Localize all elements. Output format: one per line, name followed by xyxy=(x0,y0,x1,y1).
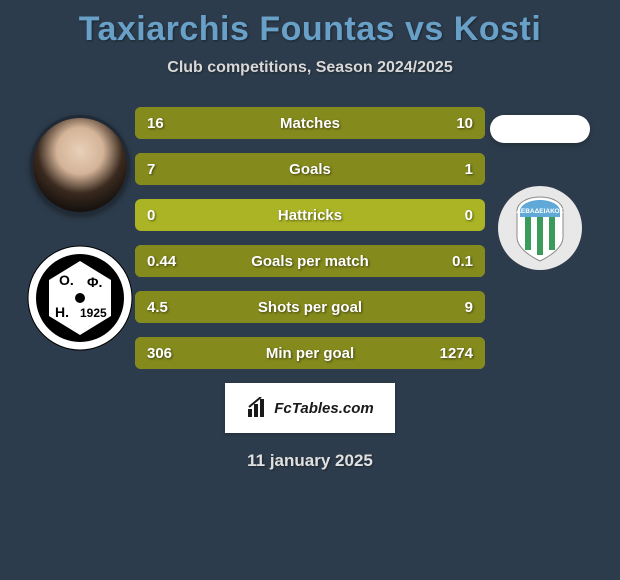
brand-logo-box[interactable]: FcTables.com xyxy=(225,383,395,433)
stat-value-right: 0 xyxy=(465,207,473,224)
left-player-avatar xyxy=(30,115,130,215)
stat-label: Hattricks xyxy=(278,207,342,224)
stat-label: Matches xyxy=(280,115,340,132)
stat-value-left: 16 xyxy=(147,115,164,132)
stat-value-left: 4.5 xyxy=(147,299,168,316)
stat-value-right: 1274 xyxy=(440,345,473,362)
stat-bar: 4.5 Shots per goal 9 xyxy=(135,291,485,323)
comparison-card: Taxiarchis Fountas vs Kosti Club competi… xyxy=(0,0,620,471)
svg-text:Η.: Η. xyxy=(55,304,69,320)
stat-label: Goals per match xyxy=(251,253,369,270)
svg-text:Φ.: Φ. xyxy=(87,274,102,290)
left-club-badge: Ο. Φ. Η. 1925 xyxy=(27,245,133,356)
right-club-badge: ΛΕΒΑΔΕΙΑΚΟΣ xyxy=(497,185,583,276)
stat-value-left: 0 xyxy=(147,207,155,224)
stat-value-left: 306 xyxy=(147,345,172,362)
stat-bars: 16Matches107Goals10Hattricks00.44Goals p… xyxy=(135,107,485,369)
right-player-avatar-blank xyxy=(490,115,590,143)
chart-icon xyxy=(246,397,268,419)
right-player-column: ΛΕΒΑΔΕΙΑΚΟΣ xyxy=(485,107,595,276)
stat-bar: 16 Matches 10 xyxy=(135,107,485,139)
footer-date: 11 january 2025 xyxy=(0,451,620,471)
stat-label: Min per goal xyxy=(266,345,354,362)
brand-text: FcTables.com xyxy=(274,400,373,417)
stat-bar: 0.44 Goals per match 0.1 xyxy=(135,245,485,277)
stat-value-left: 0.44 xyxy=(147,253,176,270)
left-player-column: Ο. Φ. Η. 1925 xyxy=(25,107,135,356)
stat-label: Goals xyxy=(289,161,331,178)
left-club-year: 1925 xyxy=(80,306,107,320)
stat-bar: 306 Min per goal 1274 xyxy=(135,337,485,369)
svg-text:Ο.: Ο. xyxy=(59,272,74,288)
stat-value-left: 7 xyxy=(147,161,155,178)
right-club-label: ΛΕΒΑΔΕΙΑΚΟΣ xyxy=(517,208,564,215)
stat-value-right: 9 xyxy=(465,299,473,316)
stat-label: Shots per goal xyxy=(258,299,362,316)
stat-value-right: 0.1 xyxy=(452,253,473,270)
page-subtitle: Club competitions, Season 2024/2025 xyxy=(0,59,620,77)
main-row: Ο. Φ. Η. 1925 16Matches107Goals10Hattric… xyxy=(0,107,620,369)
stat-value-right: 1 xyxy=(465,161,473,178)
page-title: Taxiarchis Fountas vs Kosti xyxy=(0,10,620,49)
stat-bar: 7 Goals 1 xyxy=(135,153,485,185)
stat-bar: 0 Hattricks 0 xyxy=(135,199,485,231)
stat-value-right: 10 xyxy=(456,115,473,132)
